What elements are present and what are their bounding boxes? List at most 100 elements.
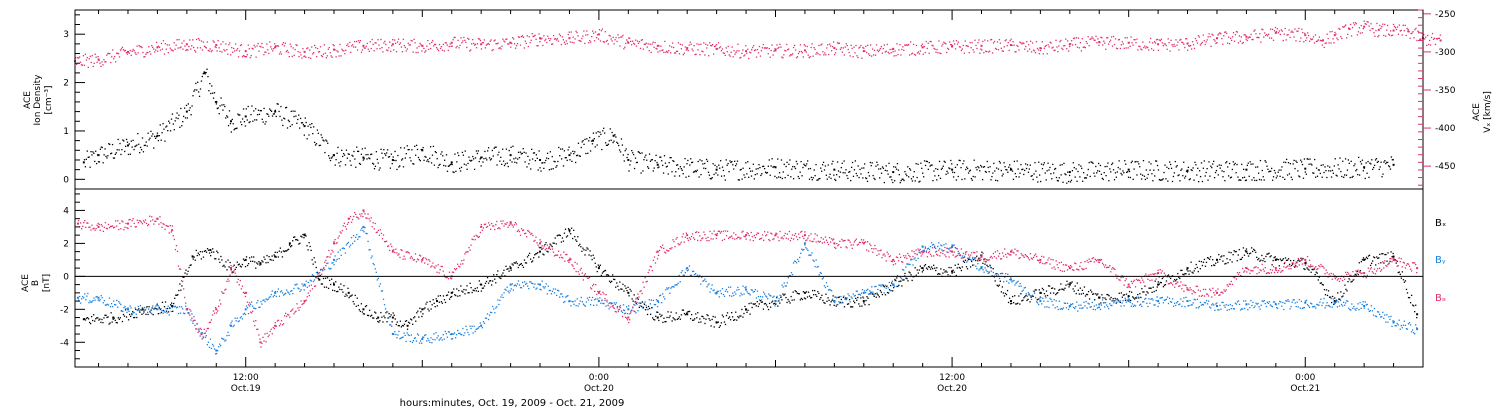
density-sample-304 bbox=[368, 157, 370, 159]
vx-sample-669 bbox=[727, 45, 729, 48]
vx-sample-379 bbox=[444, 42, 447, 44]
bx-sample-27 bbox=[111, 321, 113, 323]
vx-sample-955 bbox=[1006, 45, 1008, 47]
vx-sample-1000 bbox=[1050, 42, 1052, 44]
vx-sample-521 bbox=[583, 30, 585, 32]
bx-sample-1090 bbox=[1201, 264, 1204, 267]
vx-sample-484 bbox=[547, 35, 549, 37]
bx-sample-1208 bbox=[1322, 284, 1325, 286]
vx-point-10 bbox=[362, 44, 365, 47]
density-sample-524 bbox=[574, 151, 576, 153]
by-sample-557 bbox=[651, 307, 654, 309]
vx-sample-527 bbox=[589, 39, 591, 42]
density-sample-853 bbox=[881, 166, 884, 168]
vx-sample-1345 bbox=[1387, 24, 1389, 27]
density-sample-985 bbox=[1005, 168, 1007, 171]
bx-sample-536 bbox=[633, 294, 635, 296]
vx-sample-1201 bbox=[1246, 39, 1248, 42]
vx-sample-531 bbox=[592, 32, 595, 34]
by-sample-461 bbox=[552, 288, 555, 290]
by-sample-576 bbox=[671, 286, 673, 288]
density-sample-1070 bbox=[1084, 177, 1087, 179]
vx-sample-378 bbox=[443, 50, 446, 52]
vx-sample-949 bbox=[1000, 47, 1003, 49]
bx-sample-795 bbox=[899, 280, 901, 283]
density-sample-1380 bbox=[1374, 159, 1377, 161]
bx-sample-4 bbox=[87, 318, 90, 320]
density-sample-215 bbox=[284, 107, 287, 109]
bx-sample-1214 bbox=[1328, 296, 1331, 298]
vx-sample-1335 bbox=[1377, 36, 1379, 38]
vx-sample-1279 bbox=[1322, 39, 1324, 41]
bx-sample-35 bbox=[119, 317, 122, 319]
bx-sample-62 bbox=[147, 313, 149, 316]
bx-sample-895 bbox=[1001, 286, 1004, 288]
by-sample-189 bbox=[272, 296, 274, 298]
vx-sample-492 bbox=[554, 38, 557, 40]
vx-sample-268 bbox=[336, 50, 338, 52]
by-sample-422 bbox=[512, 289, 514, 291]
density-sample-1228 bbox=[1232, 161, 1234, 163]
by-sample-50 bbox=[129, 305, 131, 307]
by-sample-72 bbox=[152, 305, 154, 307]
vx-sample-370 bbox=[435, 47, 438, 49]
vx-sample-1372 bbox=[1413, 37, 1415, 39]
vx-sample-1113 bbox=[1160, 38, 1162, 40]
density-sample-1209 bbox=[1214, 171, 1217, 174]
density-sample-833 bbox=[863, 167, 865, 169]
bx-sample-1254 bbox=[1369, 264, 1372, 267]
vx-sample-769 bbox=[825, 54, 827, 56]
vx-sample-524 bbox=[586, 30, 588, 32]
vx-sample-925 bbox=[977, 42, 979, 44]
density-sample-1331 bbox=[1329, 166, 1331, 168]
density-sample-848 bbox=[877, 164, 879, 166]
bx-sample-726 bbox=[828, 299, 830, 301]
vx-sample-509 bbox=[571, 41, 573, 44]
by-sample-20 bbox=[98, 300, 100, 302]
bx-sample-683 bbox=[784, 293, 786, 295]
bx-sample-136 bbox=[223, 264, 225, 266]
vx-sample-578 bbox=[638, 40, 641, 43]
bx-point-44 bbox=[1127, 295, 1130, 298]
density-sample-897 bbox=[922, 176, 925, 178]
bx-sample-1023 bbox=[1133, 297, 1135, 299]
density-sample-1082 bbox=[1096, 172, 1098, 174]
bx-sample-1033 bbox=[1143, 291, 1145, 293]
by-sample-371 bbox=[460, 333, 462, 336]
bx-sample-1102 bbox=[1214, 264, 1216, 267]
by-sample-210 bbox=[294, 284, 296, 286]
density-sample-982 bbox=[1002, 173, 1004, 175]
density-sample-986 bbox=[1006, 169, 1008, 171]
by-sample-574 bbox=[669, 292, 671, 294]
bx-sample-80 bbox=[165, 310, 168, 312]
by-sample-339 bbox=[427, 337, 429, 340]
density-sample-260 bbox=[327, 142, 329, 144]
bx-sample-974 bbox=[1082, 292, 1085, 295]
bx-sample-2 bbox=[85, 317, 88, 319]
density-sample-731 bbox=[767, 165, 769, 167]
vx-sample-657 bbox=[715, 43, 718, 46]
density-sample-37 bbox=[118, 149, 120, 151]
density-sample-318 bbox=[381, 152, 383, 154]
bx-sample-785 bbox=[888, 289, 891, 291]
vx-sample-1374 bbox=[1415, 27, 1417, 30]
vx-sample-173 bbox=[243, 55, 246, 57]
vx-sample-658 bbox=[716, 48, 719, 50]
density-sample-406 bbox=[463, 163, 465, 165]
vx-sample-396 bbox=[461, 42, 463, 44]
by-sample-229 bbox=[313, 279, 316, 281]
bx-sample-290 bbox=[381, 316, 383, 318]
bx-sample-83 bbox=[168, 307, 171, 309]
density-sample-1026 bbox=[1043, 162, 1045, 164]
bx-sample-1183 bbox=[1297, 260, 1299, 262]
bx-sample-32 bbox=[116, 322, 118, 324]
vx-sample-377 bbox=[442, 43, 445, 46]
density-sample-614 bbox=[658, 166, 660, 168]
bx-sample-1084 bbox=[1195, 263, 1197, 266]
vx-sample-1360 bbox=[1401, 34, 1403, 36]
density-sample-563 bbox=[610, 139, 612, 141]
bx-sample-835 bbox=[940, 268, 942, 270]
vx-sample-1310 bbox=[1352, 22, 1355, 24]
by-sample-138 bbox=[220, 345, 222, 347]
vx-sample-350 bbox=[416, 47, 418, 49]
